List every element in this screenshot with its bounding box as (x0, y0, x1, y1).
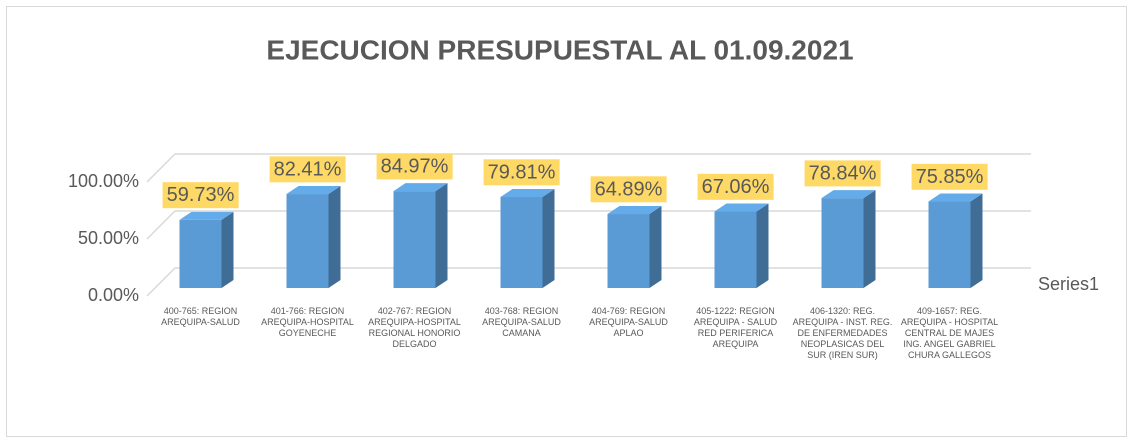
y-tick-label: 0.00% (88, 285, 139, 305)
bar (928, 193, 983, 288)
x-tick-label: 406-1320: REG. AREQUIPA - INST. REG. DE … (792, 306, 893, 360)
bar-front (286, 194, 329, 288)
x-tick-label: 401-766: REGION AREQUIPA-HOSPITAL GOYENE… (261, 306, 354, 338)
x-tick-label: 404-769: REGION AREQUIPA-SALUD APLAO (589, 306, 668, 338)
data-label: 64.89% (595, 178, 663, 200)
bar-side (970, 193, 983, 288)
bar-front (928, 201, 971, 288)
data-label-box (911, 163, 988, 190)
bar-side (649, 206, 662, 288)
y-tick-label: 100.00% (68, 171, 139, 191)
bar-top (286, 186, 341, 195)
bar-front (607, 214, 650, 288)
data-label: 82.41% (274, 158, 342, 180)
bar-front (714, 211, 757, 288)
bar-side (863, 190, 876, 288)
data-label-box (376, 153, 453, 180)
data-label: 75.85% (916, 166, 984, 188)
legend-label: Series1 (1038, 274, 1099, 294)
x-tick-label: 400-765: REGION AREQUIPA-SALUD (161, 306, 240, 327)
bar-front (393, 191, 436, 288)
data-label: 67.06% (702, 176, 770, 198)
bar-top (821, 190, 876, 199)
bar-top (393, 183, 448, 192)
data-label: 84.97% (381, 155, 449, 177)
data-label-box (697, 173, 774, 200)
x-tick-label: 402-767: REGION AREQUIPA-HOSPITAL REGION… (368, 306, 461, 349)
bar-top (607, 206, 662, 215)
data-label-box (590, 176, 667, 203)
bar (500, 189, 555, 288)
bar-top (500, 189, 555, 198)
bar-side (328, 186, 341, 288)
bar (821, 190, 876, 288)
bar-top (714, 203, 769, 212)
data-label: 59.73% (167, 184, 235, 206)
data-label-box (483, 159, 560, 186)
chart-title: EJECUCION PRESUPUESTAL AL 01.09.2021 (266, 34, 853, 65)
bar-top (928, 193, 983, 202)
bar (393, 183, 448, 288)
data-label-box (269, 156, 346, 183)
x-tick-label: 405-1222: REGION AREQUIPA - SALUD RED PE… (693, 306, 778, 349)
bar-side (435, 183, 448, 288)
bar-top (179, 211, 234, 220)
bar-side (542, 189, 555, 288)
x-tick-label: 403-768: REGION AREQUIPA-SALUD CAMANA (482, 306, 561, 338)
bar (714, 203, 769, 288)
y-tick-label: 50.00% (78, 228, 139, 248)
bar (286, 186, 341, 288)
data-label: 79.81% (488, 161, 556, 183)
bar-front (179, 219, 222, 288)
bar-side (221, 211, 234, 288)
bar (179, 211, 234, 288)
bar-front (500, 197, 543, 288)
data-label: 78.84% (809, 162, 877, 184)
bar-front (821, 198, 864, 288)
bar (607, 206, 662, 288)
grid-line (146, 153, 1031, 183)
bar-side (756, 203, 769, 288)
x-tick-label: 409-1657: REG. AREQUIPA - HOSPITAL CENTR… (900, 306, 999, 360)
data-label-box (804, 160, 881, 187)
data-label-box (162, 182, 239, 209)
